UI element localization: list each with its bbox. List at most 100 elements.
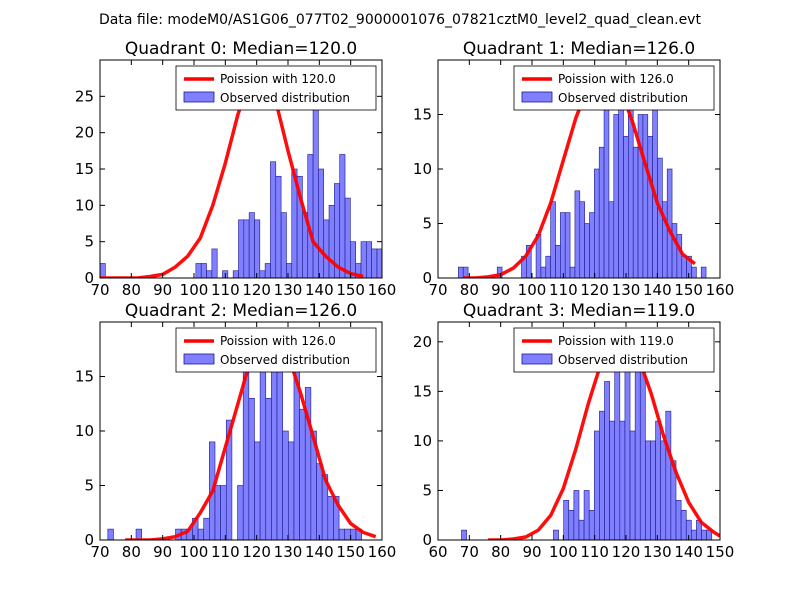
histogram-bar [350, 528, 357, 540]
histogram-bar [107, 528, 114, 540]
histogram-bar [701, 529, 707, 540]
histogram-bar [657, 157, 663, 278]
histogram-bar [280, 212, 287, 278]
histogram-bar [619, 420, 626, 540]
histogram-bar [569, 266, 576, 278]
histogram-bar [344, 528, 351, 540]
x-tick-label: 80 [460, 281, 479, 299]
legend-box [175, 65, 377, 111]
x-tick-label: 150 [674, 281, 703, 299]
axes-frame [437, 321, 721, 541]
histogram-bar [588, 509, 595, 540]
x-tick-label: 140 [643, 281, 672, 299]
legend-label-observed: Observed distribution [220, 91, 350, 105]
x-tick-label: 90 [522, 543, 541, 561]
x-tick-label: 110 [211, 543, 240, 561]
y-tick-label: 20 [75, 124, 94, 142]
histogram-bar [259, 343, 267, 540]
histogram-bar [632, 146, 639, 278]
histogram-bar [214, 485, 221, 540]
y-tick-label: 5 [422, 215, 432, 233]
histogram-bar [634, 371, 641, 540]
x-tick-label: 130 [274, 281, 303, 299]
legend-label-poisson: Poission with 126.0 [558, 72, 674, 86]
histogram-bar [700, 266, 707, 278]
histogram-bar [593, 430, 600, 540]
histogram-bar [237, 485, 244, 540]
y-tick-label: 0 [422, 531, 432, 549]
histogram-bar [371, 248, 378, 278]
histogram-bar [232, 270, 239, 278]
y-tick-label: 15 [413, 106, 432, 124]
y-tick-label: 15 [75, 368, 94, 386]
chart-panel-3: 60 70 80 90 100 110 120 130 140 150 0 5 10 15 20 Quadra… [413, 301, 734, 561]
histogram-bar [660, 440, 667, 540]
x-tick-label: 160 [368, 543, 397, 561]
panel-title: Quadrant 0: Median=120.0 [125, 39, 357, 59]
x-tick-label: 130 [274, 543, 303, 561]
legend-label-observed: Observed distribution [558, 353, 688, 367]
histogram-bar [238, 219, 245, 278]
x-tick-label: 140 [305, 543, 334, 561]
legend-bar-swatch [183, 353, 215, 365]
histogram-bar [275, 175, 282, 278]
histogram-bar [639, 361, 646, 540]
x-tick-label: 130 [643, 543, 672, 561]
histogram-bar [211, 248, 218, 278]
histogram-bar [376, 248, 382, 278]
x-tick-label: 150 [336, 281, 365, 299]
x-tick-label: 160 [368, 281, 397, 299]
histogram-bar [393, 263, 398, 278]
histogram-bar [462, 266, 469, 278]
histogram-bar [553, 529, 559, 540]
y-tick-label: 5 [84, 233, 94, 251]
histogram-bar [579, 201, 585, 278]
histogram-bar [458, 266, 464, 278]
histogram-bar [200, 263, 207, 278]
x-tick-label: 120 [612, 543, 641, 561]
histogram-bar [270, 161, 277, 278]
x-tick-label: 140 [674, 543, 703, 561]
chart-panel-0: 70 80 90 100 110 120 130 140 150 160 0 5 10 15 20 25 Qua… [75, 39, 398, 299]
y-tick-label: 0 [84, 269, 94, 287]
x-tick-label: 80 [122, 281, 141, 299]
legend-bar-swatch [521, 353, 553, 365]
histogram-bar [339, 154, 346, 278]
x-tick-label: 70 [90, 281, 109, 299]
panel-title: Quadrant 3: Median=119.0 [463, 301, 695, 321]
histogram-bar [608, 201, 615, 278]
histogram-bar [650, 440, 656, 540]
histogram-bar [526, 245, 532, 278]
histogram-bar [599, 410, 605, 540]
y-tick-label: 15 [75, 160, 94, 178]
histogram-bar [642, 114, 649, 278]
histogram-bar [366, 241, 372, 278]
histogram-bar [613, 114, 619, 278]
chart-panel-2: 70 80 90 100 110 120 130 140 150 160 0 5 10 15 Quadran… [75, 301, 396, 561]
x-tick-label: 70 [460, 543, 479, 561]
histogram-bar [206, 270, 213, 278]
histogram-bar [288, 441, 295, 540]
histogram-bar [350, 241, 356, 278]
legend-label-poisson: Poission with 120.0 [220, 72, 336, 86]
histogram-bar [388, 271, 393, 278]
x-tick-label: 90 [491, 281, 510, 299]
x-tick-label: 100 [549, 543, 578, 561]
histogram-bar [691, 266, 697, 278]
histogram-bar [254, 441, 261, 540]
y-tick-label: 5 [422, 481, 432, 499]
x-tick-label: 100 [180, 543, 209, 561]
panel-title: Quadrant 1: Median=126.0 [463, 39, 695, 59]
x-tick-label: 90 [153, 281, 172, 299]
y-tick-label: 5 [84, 477, 94, 495]
histogram-bar [259, 270, 266, 278]
histogram-bar [254, 219, 261, 278]
x-tick-label: 130 [612, 281, 641, 299]
histogram-bar [573, 490, 580, 540]
histogram-bar [629, 430, 636, 540]
y-tick-label: 25 [75, 87, 94, 105]
legend-label-poisson: Poission with 126.0 [220, 334, 336, 348]
histogram-bar [598, 146, 605, 278]
histogram-bar [248, 397, 255, 540]
chart-panels: 70 80 90 100 110 120 130 140 150 1600510152025Qua… [75, 39, 734, 561]
